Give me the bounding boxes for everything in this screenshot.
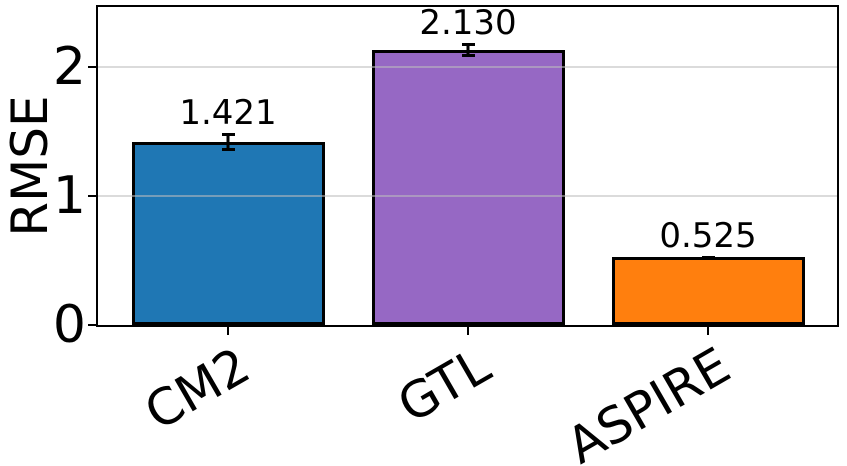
ytick-y0: [88, 324, 96, 326]
errorbar-aspire: [701, 256, 715, 261]
plot-area: 1.421 2.130 0.525: [96, 5, 839, 327]
xtick-gtl: [467, 327, 469, 335]
errorbar-cap-bottom: [701, 257, 715, 261]
bar-value-label-gtl: 2.130: [419, 3, 517, 44]
errorbar-line: [226, 132, 230, 151]
errorbar-gtl: [461, 43, 475, 58]
errorbar-line: [466, 43, 470, 58]
xtick-label-aspire: ASPIRE: [557, 336, 740, 466]
gridline-y2: [98, 65, 837, 68]
gridline-y1: [98, 194, 837, 197]
bar-value-label-aspire: 0.525: [659, 216, 757, 257]
y-axis-label: RMSE: [1, 95, 59, 237]
ytick-y1: [88, 194, 96, 197]
errorbar-cap-bottom: [461, 54, 475, 58]
bar-gtl: [371, 50, 565, 325]
xtick-aspire: [707, 327, 709, 335]
ytick-label-y1: 1: [52, 165, 86, 226]
bar-value-label-cm2: 1.421: [179, 92, 277, 133]
xtick-label-cm2: CM2: [135, 336, 260, 442]
ytick-y2: [88, 65, 96, 68]
ytick-label-y0: 0: [52, 295, 86, 355]
xtick-label-gtl: GTL: [387, 336, 500, 435]
bar-cm2: [131, 141, 325, 325]
errorbar-cap-bottom: [221, 147, 235, 151]
xtick-cm2: [227, 327, 229, 335]
errorbar-cm2: [221, 132, 235, 151]
bar-aspire: [611, 257, 805, 325]
ytick-label-y2: 2: [52, 36, 86, 97]
